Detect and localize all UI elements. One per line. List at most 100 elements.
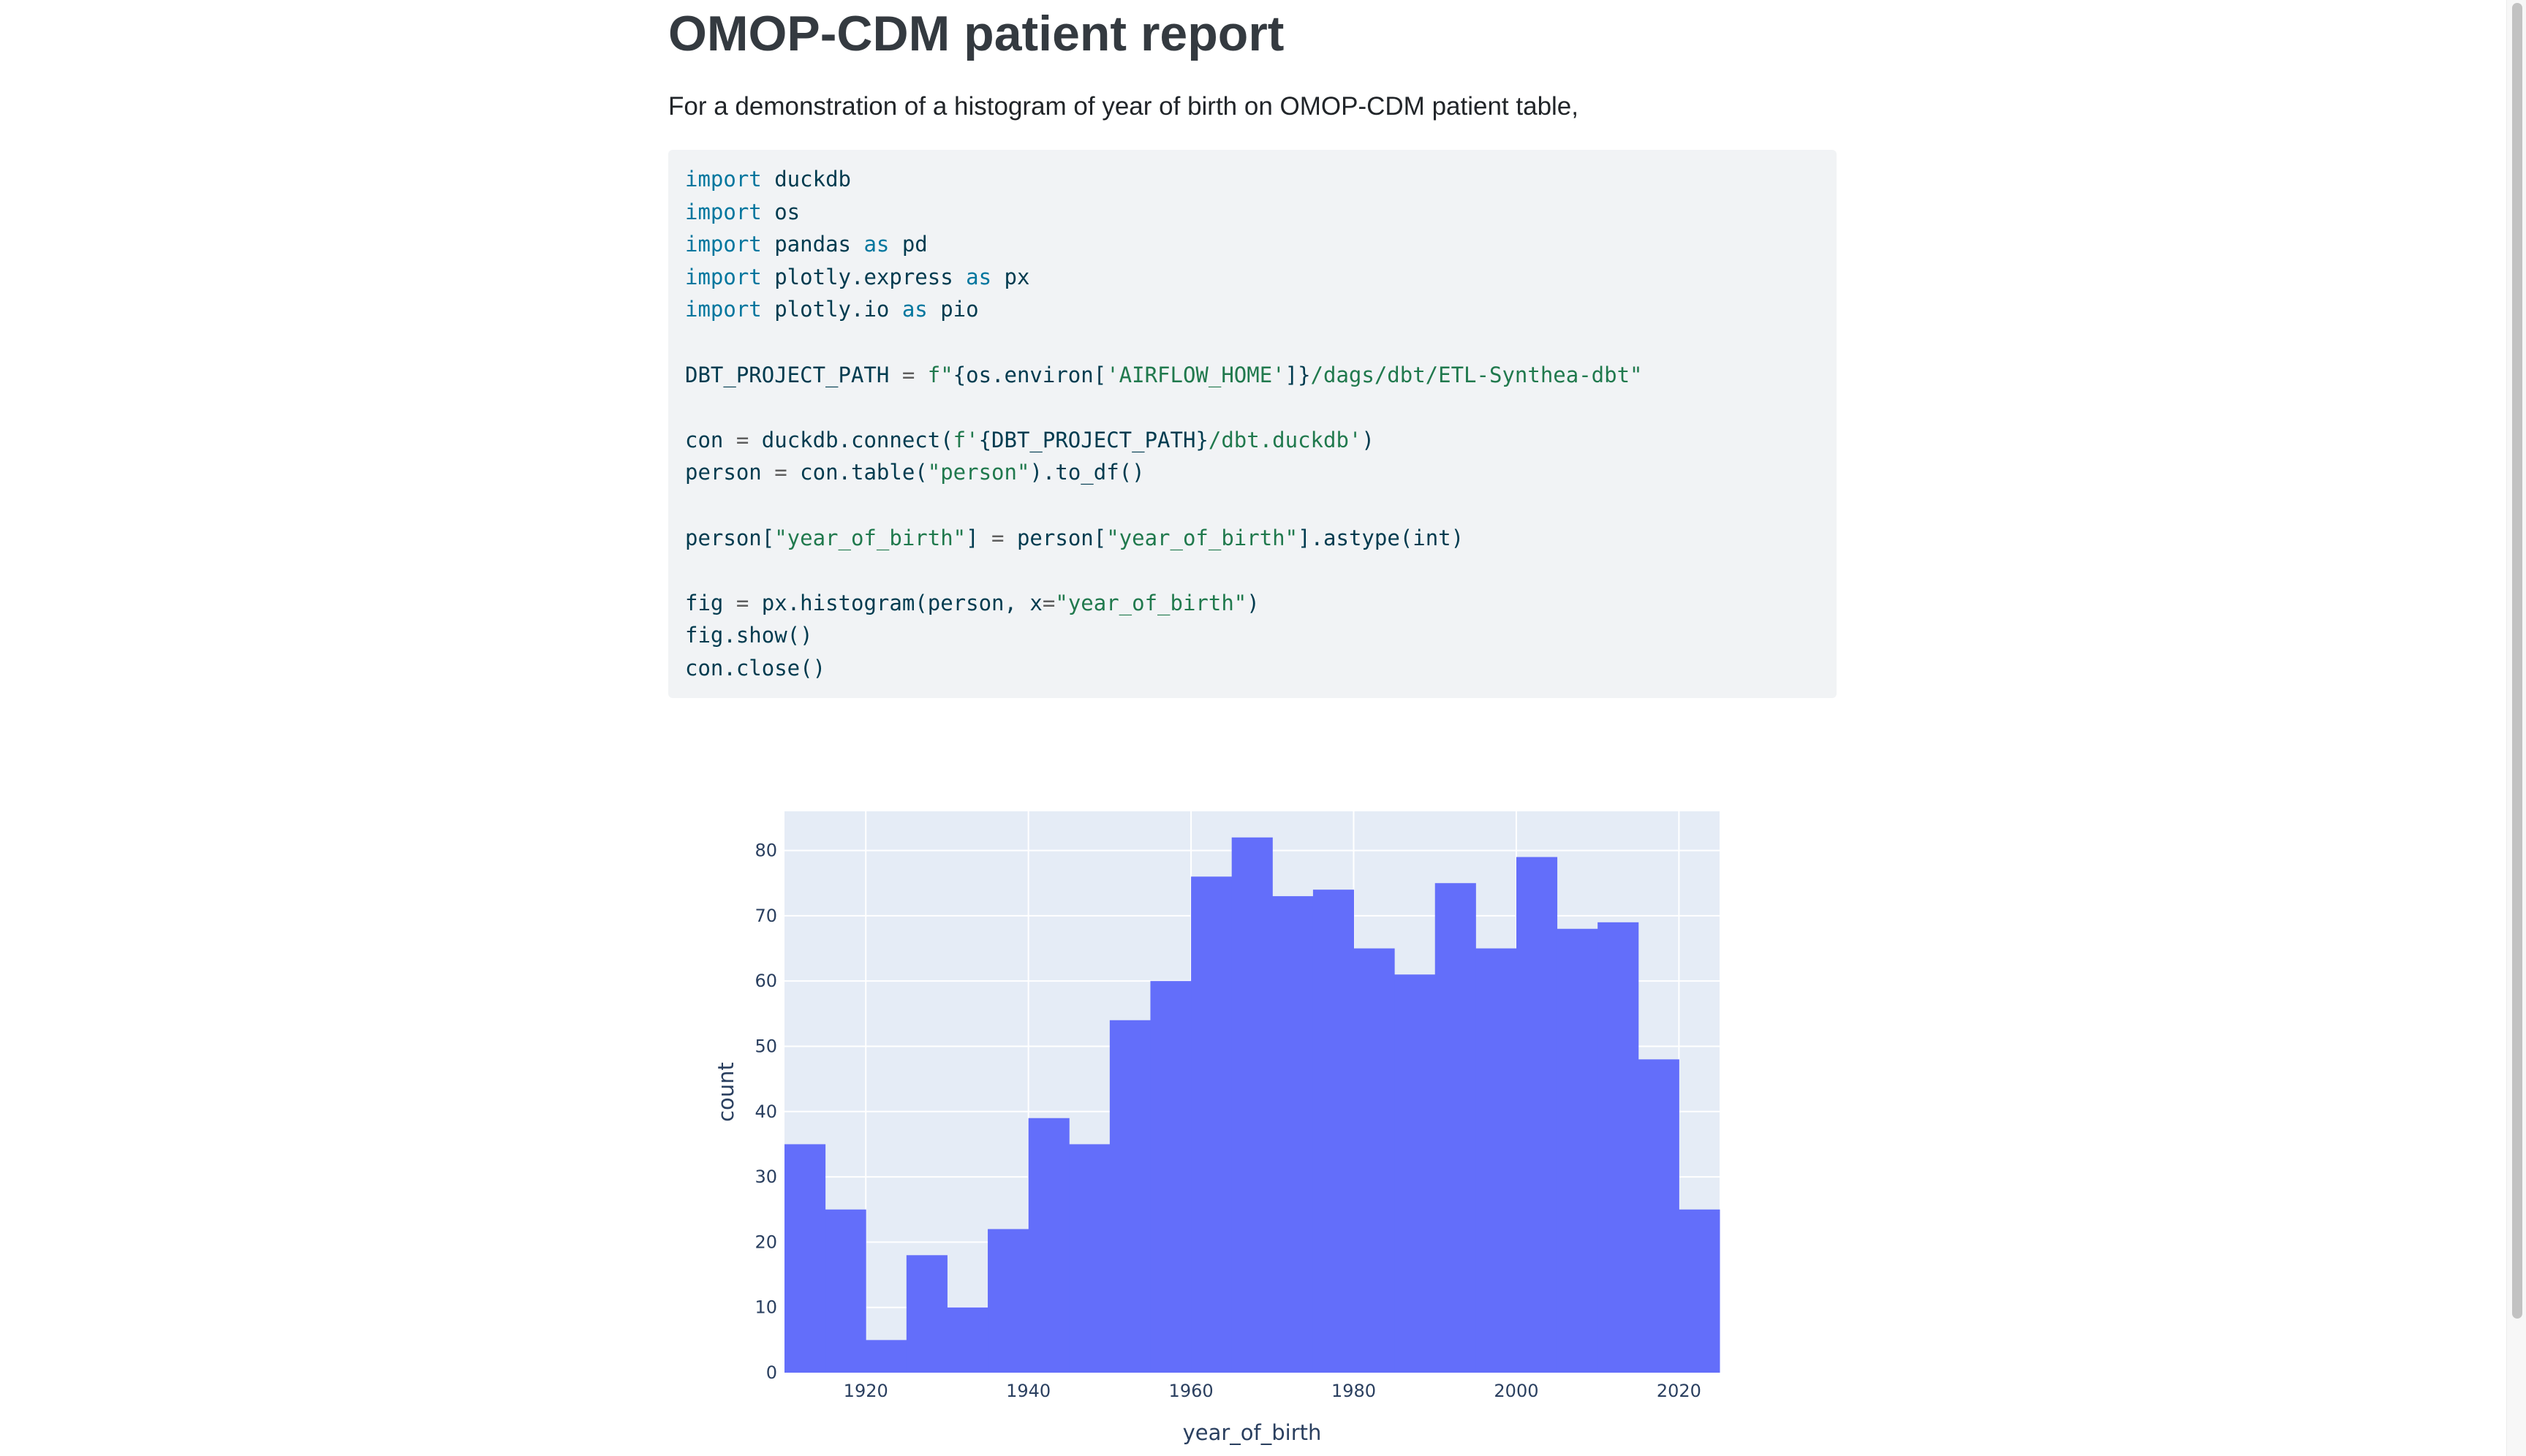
y-tick-label: 0 [766, 1362, 777, 1383]
code-token: os [761, 199, 801, 224]
code-token: pandas [761, 232, 864, 257]
histogram-bar[interactable] [1597, 922, 1639, 1373]
histogram-chart[interactable]: 0 10 20 30 40 50 60 70 80 1920 1940 1960 1980 2000 202… [658, 760, 1857, 1456]
code-token: import [685, 199, 762, 224]
histogram-bar[interactable] [988, 1229, 1029, 1373]
histogram-bar[interactable] [1028, 1118, 1070, 1373]
histogram-bar[interactable] [906, 1255, 948, 1373]
code-token: ) [1451, 525, 1464, 550]
histogram-bar[interactable] [947, 1307, 988, 1373]
histogram-bar[interactable] [866, 1340, 907, 1373]
code-token: fig.show() [685, 623, 813, 648]
histogram-bar[interactable] [1557, 928, 1598, 1373]
code-token: import [685, 232, 762, 257]
page-title: OMOP-CDM patient report [668, 6, 1285, 61]
code-line: person = con.table("person").to_df() [685, 456, 1837, 489]
code-token: DBT_PROJECT_PATH [685, 362, 902, 387]
code-token: plotly.io [761, 297, 902, 322]
code-line: con = duckdb.connect(f'{DBT_PROJECT_PATH… [685, 424, 1837, 457]
code-line: con.close() [685, 652, 1837, 685]
code-token: duckdb.connect( [749, 427, 953, 452]
code-token: px.histogram(person, x [749, 590, 1043, 615]
code-token: ) [1247, 590, 1260, 615]
x-tick-label: 1940 [1006, 1381, 1051, 1401]
code-token: f" [927, 362, 953, 387]
histogram-bar[interactable] [1150, 981, 1192, 1373]
code-line: import os [685, 196, 1837, 229]
code-token: "year_of_birth" [1055, 590, 1247, 615]
scrollbar-thumb[interactable] [2512, 3, 2522, 1319]
code-token: = [736, 427, 749, 452]
histogram-bar[interactable] [1312, 890, 1355, 1373]
code-token: import [685, 167, 762, 192]
code-token: /dags/dbt/ETL-Synthea-dbt" [1310, 362, 1643, 387]
histogram-bar[interactable] [1353, 948, 1395, 1373]
code-token: pd [889, 232, 928, 257]
histogram-bar[interactable] [784, 1144, 826, 1373]
code-line: ​ [685, 554, 1837, 587]
histogram-bar[interactable] [1516, 857, 1558, 1373]
y-tick-label: 80 [755, 841, 777, 861]
code-token: import [685, 264, 762, 289]
histogram-bar[interactable] [825, 1209, 866, 1373]
code-token: = [901, 362, 915, 387]
code-token: plotly.express [761, 264, 967, 289]
x-tick-label: 1980 [1331, 1381, 1376, 1401]
code-token: import [685, 297, 762, 322]
histogram-bar[interactable] [1434, 883, 1476, 1373]
code-token: as [863, 232, 890, 257]
y-tick-label: 40 [755, 1102, 777, 1122]
code-line: import plotly.express as px [685, 261, 1837, 294]
code-token: duckdb [761, 167, 851, 192]
histogram-bar[interactable] [1638, 1059, 1679, 1373]
code-token: con.table( [787, 460, 928, 485]
histogram-bar[interactable] [1679, 1209, 1720, 1373]
code-token: con.close() [685, 655, 826, 680]
code-token: 'AIRFLOW_HOME' [1106, 362, 1285, 387]
y-tick-label: 20 [755, 1232, 777, 1252]
code-line: ​ [685, 489, 1837, 522]
y-tick-label: 70 [755, 906, 777, 926]
code-token: = [1042, 590, 1056, 615]
histogram-svg[interactable]: 0 10 20 30 40 50 60 70 80 1920 1940 1960 1980 2000 202… [658, 760, 1857, 1456]
code-token: fig [685, 590, 736, 615]
code-line: ​ [685, 391, 1837, 424]
code-token: ].astype( [1298, 525, 1413, 550]
code-block[interactable]: import duckdb import os import pandas as p… [668, 150, 1837, 698]
code-token: person[ [685, 525, 775, 550]
code-token: con [685, 427, 736, 452]
code-token: ).to_df() [1029, 460, 1145, 485]
histogram-bar[interactable] [1191, 876, 1233, 1373]
code-line: fig = px.histogram(person, x="year_of_bi… [685, 587, 1837, 620]
page-scrollbar[interactable] [2506, 0, 2526, 1456]
histogram-bar[interactable] [1069, 1144, 1111, 1373]
code-token: person[ [1004, 525, 1107, 550]
x-axis-title: year_of_birth [1183, 1420, 1322, 1445]
code-line: import plotly.io as pio [685, 293, 1837, 326]
code-line: import duckdb [685, 163, 1837, 196]
histogram-bar[interactable] [1394, 974, 1436, 1373]
code-token: f' [953, 427, 979, 452]
code-token: = [991, 525, 1005, 550]
code-token: "year_of_birth" [774, 525, 967, 550]
x-tick-label: 1920 [844, 1381, 888, 1401]
y-axis-title: count [714, 1062, 738, 1122]
histogram-bar[interactable] [1475, 948, 1517, 1373]
code-token: ]} [1285, 362, 1311, 387]
histogram-bar[interactable] [1231, 837, 1273, 1373]
code-token: = [774, 460, 787, 485]
x-tick-label: 2020 [1657, 1381, 1701, 1401]
code-line: fig.show() [685, 619, 1837, 652]
code-line: DBT_PROJECT_PATH = f"{os.environ['AIRFLO… [685, 359, 1837, 392]
code-token: as [966, 264, 992, 289]
y-tick-label: 60 [755, 971, 777, 991]
code-token: /dbt.duckdb' [1208, 427, 1362, 452]
y-tick-label: 50 [755, 1036, 777, 1056]
code-token: ] [966, 525, 992, 550]
code-token: px [991, 264, 1030, 289]
histogram-bar[interactable] [1272, 896, 1314, 1373]
histogram-bar[interactable] [1109, 1020, 1151, 1373]
x-tick-label: 1960 [1169, 1381, 1214, 1401]
intro-paragraph: For a demonstration of a histogram of ye… [668, 92, 1578, 121]
